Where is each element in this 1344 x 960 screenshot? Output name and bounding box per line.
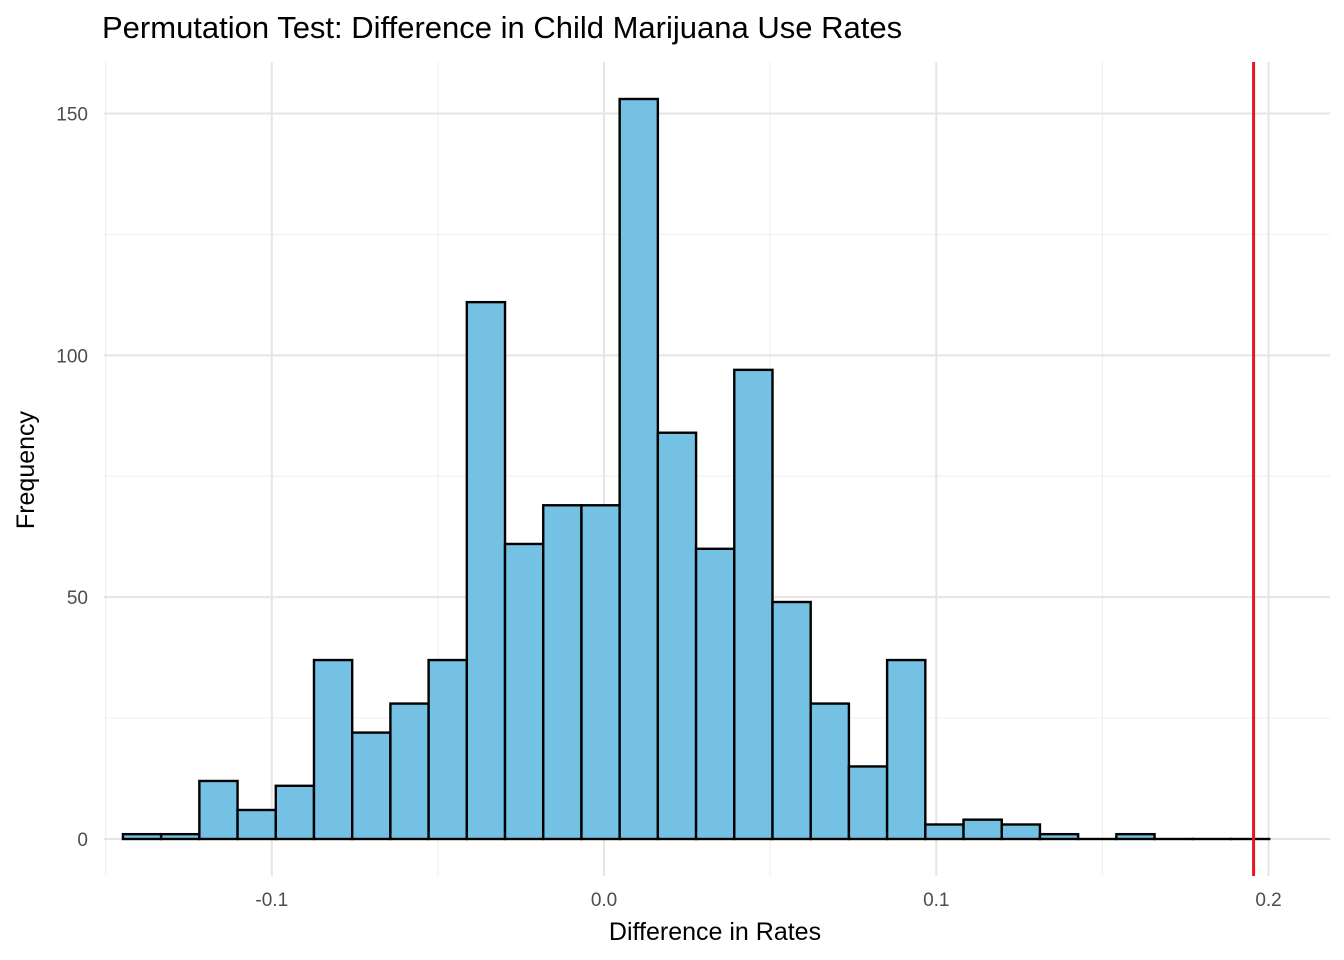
histogram-bar [121,832,163,841]
histogram-bar [312,658,354,841]
x-axis-title: Difference in Rates [609,918,821,946]
y-axis-title: Frequency [12,410,40,529]
histogram-bar [847,765,889,841]
histogram-bar [198,779,239,841]
histogram-bar [809,702,851,841]
y-axis-ticks: 0 50 100 150 [56,105,88,851]
histogram-bar [1115,832,1156,841]
x-tick-label: 0.1 [923,890,949,911]
chart-title: Permutation Test: Difference in Child Ma… [102,10,902,45]
y-tick-label: 150 [56,105,88,126]
histogram-bar [694,547,736,841]
x-tick-label: -0.1 [255,890,288,911]
y-tick-label: 50 [67,588,88,609]
histogram-bar [962,818,1003,841]
y-tick-label: 100 [56,346,88,367]
histogram-bar [656,431,698,841]
histogram-bar [618,97,660,841]
histogram-bar [1000,823,1042,841]
histogram-bar [274,784,316,841]
histogram-bar [1038,832,1080,841]
x-tick-label: 0.2 [1255,890,1281,911]
histogram-bar [236,808,277,841]
histogram-bar [350,731,392,841]
histogram-bar [580,504,621,841]
histogram-bars [121,97,1271,841]
histogram-bar [465,300,507,841]
histogram-bar [924,823,965,841]
histogram-bar [885,658,927,841]
histogram-bar [159,832,201,841]
histogram-bar [389,702,430,841]
histogram-bar [733,368,774,841]
histogram-bar [771,600,812,841]
y-tick-label: 0 [77,830,88,851]
histogram-bar [503,542,545,841]
histogram-bar [427,658,469,841]
x-tick-label: 0.0 [591,890,617,911]
histogram-bar [542,504,583,841]
x-axis-ticks: -0.1 0.0 0.1 0.2 [255,890,1281,911]
